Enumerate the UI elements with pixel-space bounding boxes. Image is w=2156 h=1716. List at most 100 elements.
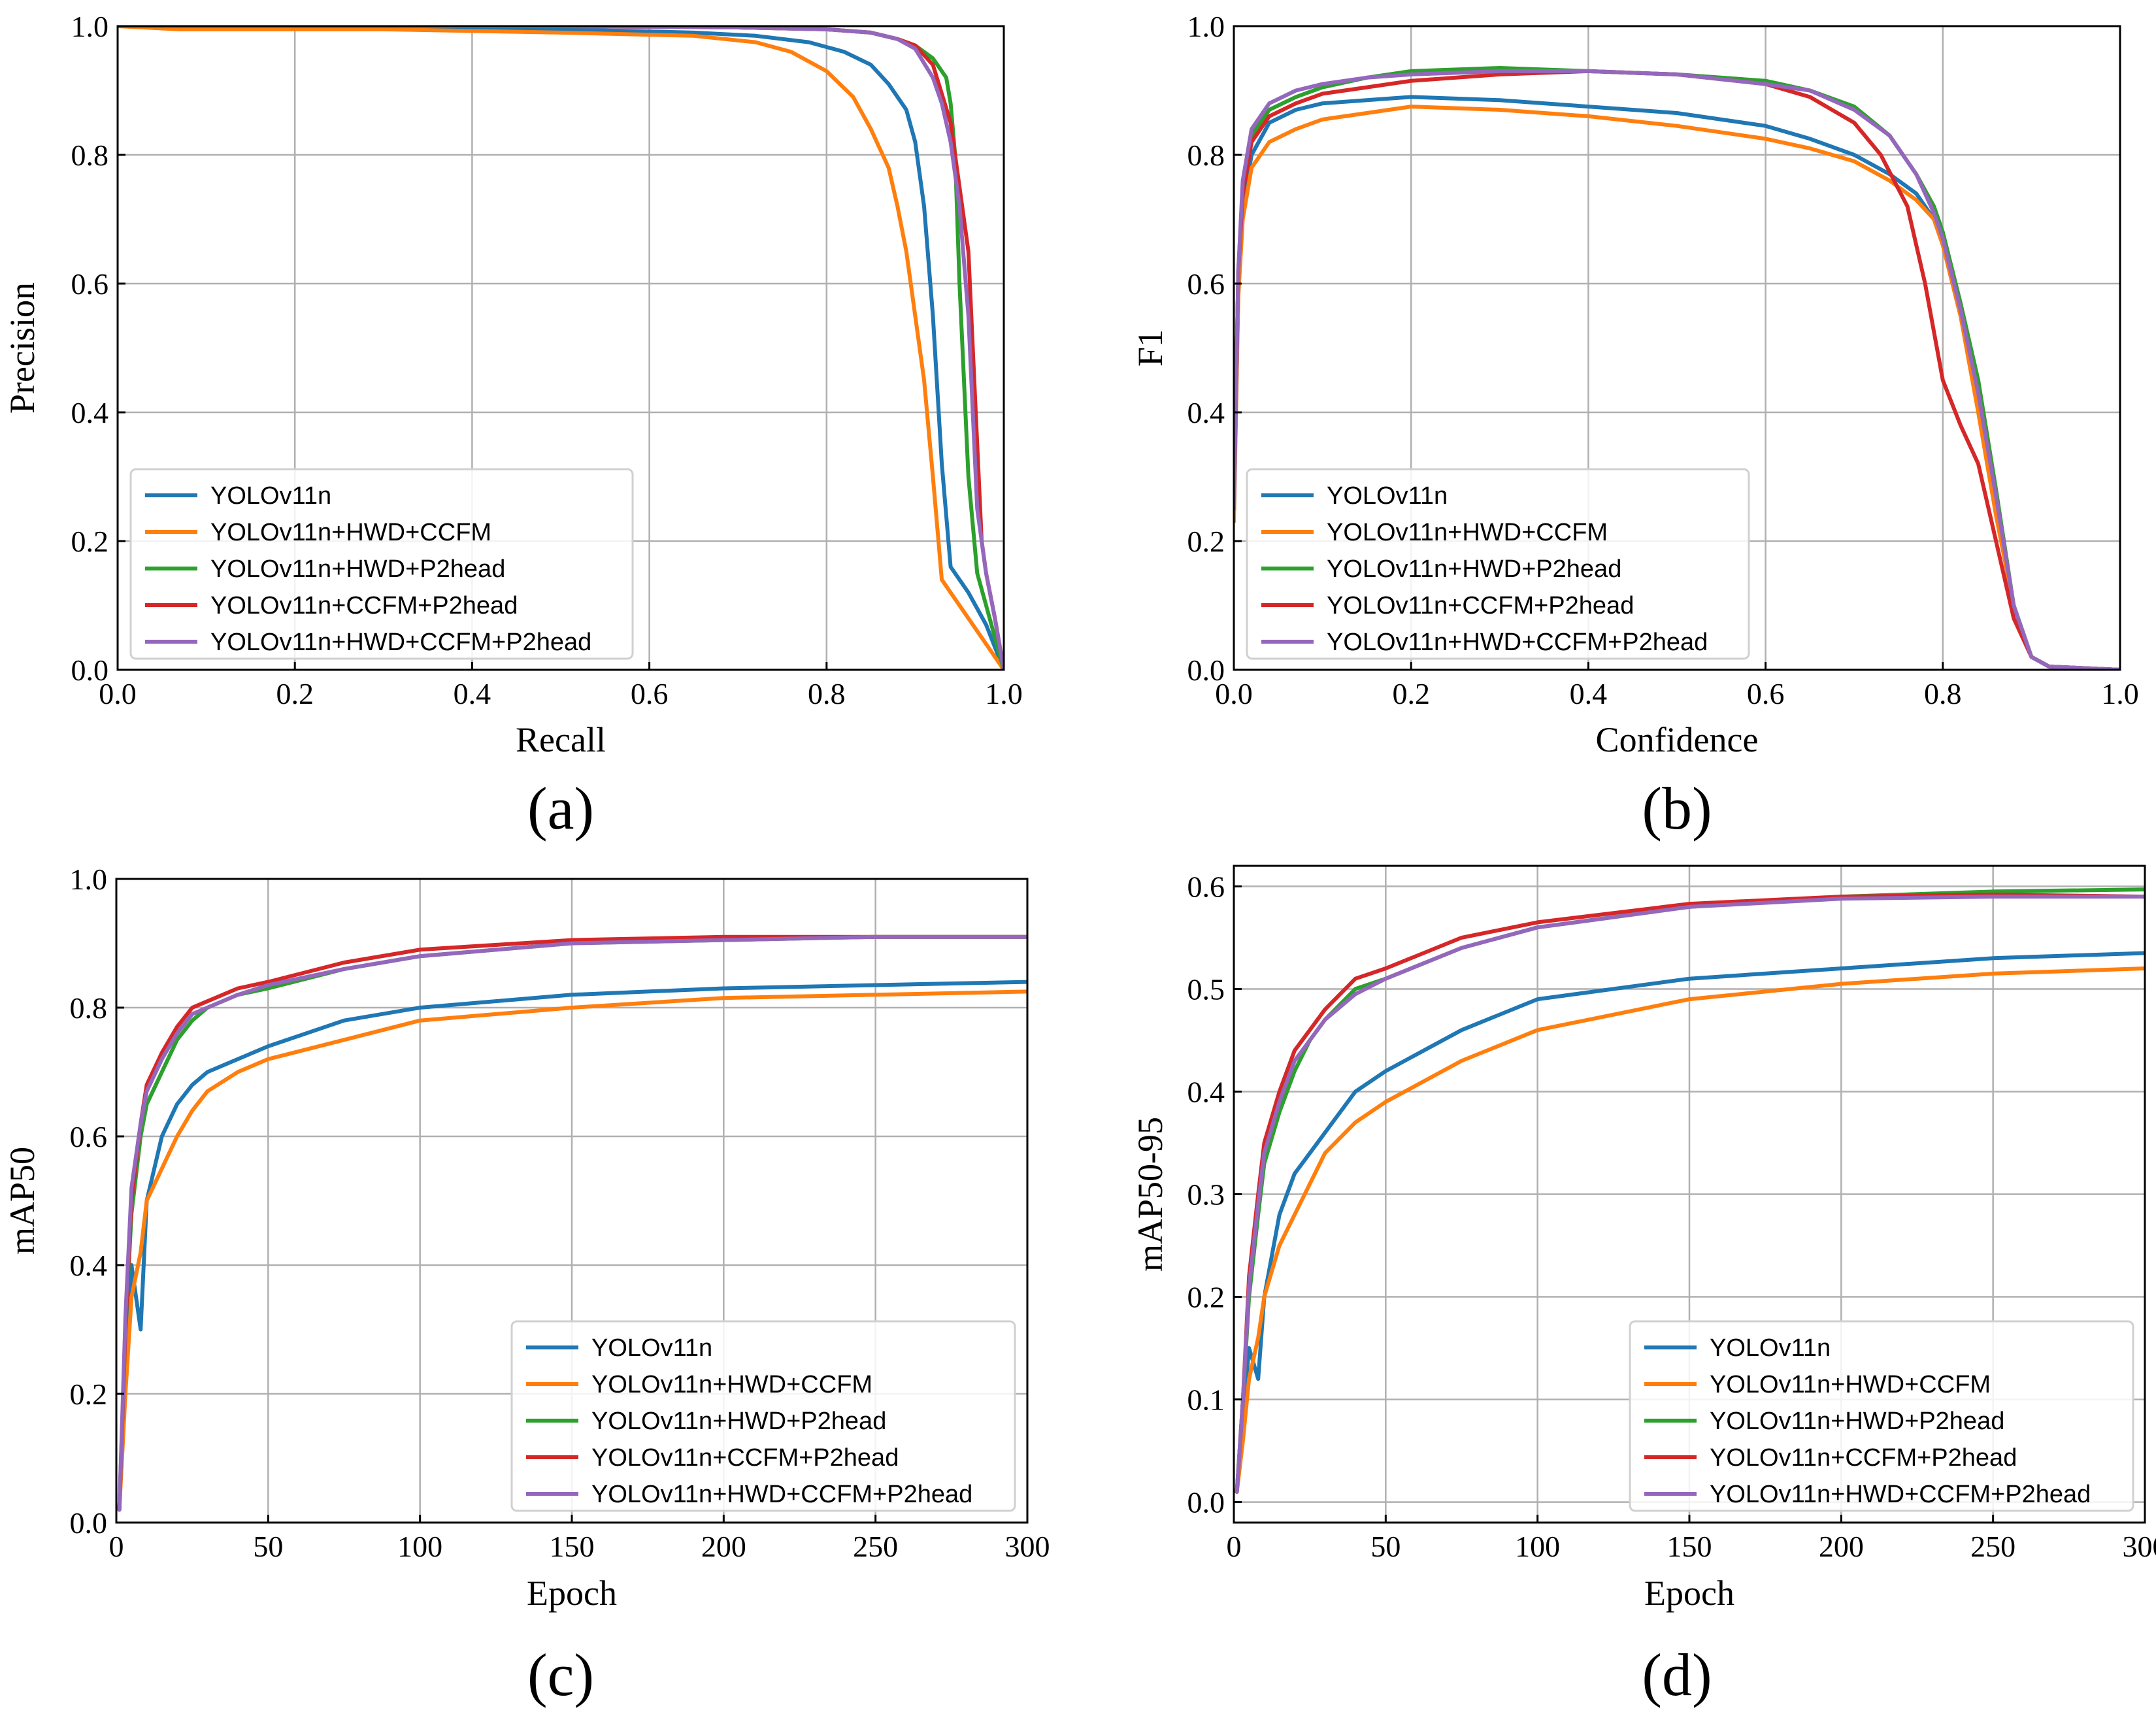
series-line-yolov11n-ccfm-p2head bbox=[1234, 69, 2120, 670]
y-tick-label: 0.4 bbox=[1187, 396, 1225, 429]
x-tick-label: 0.2 bbox=[1392, 677, 1430, 710]
legend-label: YOLOv11n+CCFM+P2head bbox=[210, 592, 518, 619]
legend-label: YOLOv11n+HWD+CCFM bbox=[591, 1371, 872, 1398]
x-tick-label: 200 bbox=[1819, 1530, 1864, 1563]
y-axis-label: mAP50 bbox=[3, 1147, 42, 1255]
legend-label: YOLOv11n+HWD+CCFM+P2head bbox=[1327, 629, 1708, 656]
legend-label: YOLOv11n+HWD+CCFM bbox=[210, 519, 491, 546]
y-tick-label: 1.0 bbox=[1187, 10, 1225, 43]
x-tick-label: 150 bbox=[550, 1530, 595, 1563]
plot-frame bbox=[116, 25, 1005, 671]
x-tick-label: 0.8 bbox=[808, 677, 846, 710]
panel-label: (a) bbox=[527, 775, 594, 842]
x-tick-label: 0.0 bbox=[1215, 677, 1253, 710]
x-tick-label: 250 bbox=[853, 1530, 898, 1563]
legend: YOLOv11n YOLOv11n+HWD+CCFM YOLOv11n+HWD+P2… bbox=[1246, 468, 1750, 660]
plot-frame bbox=[1233, 25, 2121, 671]
y-axis-label: F1 bbox=[1131, 329, 1170, 367]
legend-label: YOLOv11n+HWD+CCFM bbox=[1327, 519, 1608, 546]
x-tick-label: 100 bbox=[397, 1530, 442, 1563]
y-axis-label: mAP50-95 bbox=[1131, 1117, 1170, 1272]
y-tick-label: 0.4 bbox=[1187, 1075, 1225, 1108]
x-tick-label: 150 bbox=[1667, 1530, 1712, 1563]
legend-box bbox=[1629, 1320, 2134, 1512]
x-tick-label: 200 bbox=[701, 1530, 746, 1563]
legend: YOLOv11n YOLOv11n+HWD+CCFM YOLOv11n+HWD+P2… bbox=[510, 1320, 1016, 1512]
series-line-yolov11n-hwd-ccfm bbox=[1234, 105, 2120, 670]
legend-label: YOLOv11n bbox=[1710, 1334, 1831, 1362]
legend: YOLOv11n YOLOv11n+HWD+CCFM YOLOv11n+HWD+P2… bbox=[1629, 1320, 2134, 1512]
panel-a: 0.0 0.2 0.4 0.6 0.8 1.0 0.0 0.2 0.4 0.6 0.8 1.0 Reca… bbox=[3, 10, 1023, 842]
legend-label: YOLOv11n+CCFM+P2head bbox=[591, 1444, 899, 1472]
series-group bbox=[117, 934, 1027, 1512]
y-tick-label: 0.8 bbox=[1187, 139, 1225, 172]
panel-label: (d) bbox=[1642, 1642, 1712, 1708]
legend-label: YOLOv11n+HWD+CCFM+P2head bbox=[1710, 1481, 2091, 1508]
x-tick-label: 1.0 bbox=[985, 677, 1023, 710]
series-line-yolov11n-hwd-ccfm-p2head bbox=[118, 26, 1004, 670]
legend-label: YOLOv11n+CCFM+P2head bbox=[1710, 1444, 2017, 1472]
x-tick-label: 0 bbox=[109, 1530, 124, 1563]
x-tick-label: 0.6 bbox=[1747, 677, 1785, 710]
series-line-yolov11n-hwd-ccfm bbox=[118, 26, 1004, 670]
y-tick-label: 0.5 bbox=[1187, 972, 1225, 1006]
panel-b: 0.0 0.2 0.4 0.6 0.8 1.0 0.0 0.2 0.4 0.6 0.8 1.0 Conf… bbox=[1131, 10, 2139, 842]
x-tick-label: 0.4 bbox=[1570, 677, 1608, 710]
series-line-yolov11n-hwd-ccfm bbox=[117, 989, 1027, 1512]
y-tick-label: 0.1 bbox=[1187, 1383, 1225, 1417]
x-axis-label: Recall bbox=[516, 720, 606, 759]
series-group bbox=[1235, 887, 2145, 1494]
series-group bbox=[1234, 66, 2120, 670]
y-tick-label: 1.0 bbox=[71, 10, 109, 43]
y-tick-label: 0.4 bbox=[71, 396, 109, 429]
y-tick-label: 0.2 bbox=[1187, 525, 1225, 558]
legend-label: YOLOv11n+HWD+CCFM+P2head bbox=[210, 629, 591, 656]
x-tick-label: 50 bbox=[253, 1530, 283, 1563]
panel-label: (c) bbox=[527, 1642, 594, 1708]
legend-label: YOLOv11n bbox=[591, 1334, 712, 1362]
x-tick-label: 0.0 bbox=[99, 677, 137, 710]
y-tick-label: 0.2 bbox=[71, 525, 109, 558]
legend-box bbox=[510, 1320, 1016, 1512]
legend-label: YOLOv11n+HWD+CCFM bbox=[1710, 1371, 1991, 1398]
x-tick-label: 1.0 bbox=[2101, 677, 2139, 710]
legend-label: YOLOv11n+HWD+CCFM+P2head bbox=[591, 1481, 972, 1508]
legend-label: YOLOv11n+HWD+P2head bbox=[1710, 1408, 2004, 1435]
legend-label: YOLOv11n bbox=[1327, 482, 1448, 510]
legend: YOLOv11n YOLOv11n+HWD+CCFM YOLOv11n+HWD+P2… bbox=[129, 468, 634, 660]
legend-label: YOLOv11n+CCFM+P2head bbox=[1327, 592, 1634, 619]
y-tick-label: 0.0 bbox=[1187, 653, 1225, 687]
y-tick-label: 0.8 bbox=[71, 139, 109, 172]
series-group bbox=[118, 26, 1004, 670]
series-line-yolov11n-hwd-ccfm-p2head bbox=[1235, 895, 2145, 1494]
y-tick-label: 0.8 bbox=[70, 991, 108, 1025]
legend-box bbox=[129, 468, 634, 660]
panel-d: 0 50 100 150 200 250 300 0.0 0.1 0.2 0.3 0.4 0.5 0.6 E… bbox=[1131, 865, 2156, 1708]
y-tick-label: 0.2 bbox=[1187, 1281, 1225, 1314]
x-tick-label: 300 bbox=[1005, 1530, 1050, 1563]
legend-label: YOLOv11n bbox=[210, 482, 331, 510]
series-line-yolov11n bbox=[118, 26, 1004, 670]
series-line-yolov11n-hwd-ccfm-p2head bbox=[1234, 69, 2120, 670]
x-tick-label: 100 bbox=[1515, 1530, 1560, 1563]
panel-label: (b) bbox=[1642, 775, 1712, 842]
y-tick-label: 0.6 bbox=[70, 1120, 108, 1153]
y-axis-label: Precision bbox=[3, 282, 42, 414]
x-tick-label: 0.2 bbox=[276, 677, 314, 710]
series-line-yolov11n-hwd-ccfm-p2head bbox=[117, 934, 1027, 1512]
y-tick-label: 0.6 bbox=[1187, 267, 1225, 301]
y-tick-label: 0.3 bbox=[1187, 1178, 1225, 1212]
series-line-yolov11n-hwd-ccfm bbox=[1235, 966, 2145, 1494]
legend-box bbox=[1246, 468, 1750, 660]
x-tick-label: 50 bbox=[1370, 1530, 1401, 1563]
x-axis-label: Epoch bbox=[1644, 1574, 1734, 1613]
legend-label: YOLOv11n+HWD+P2head bbox=[591, 1408, 886, 1435]
x-tick-label: 0.4 bbox=[454, 677, 491, 710]
x-tick-label: 300 bbox=[2123, 1530, 2156, 1563]
y-tick-label: 0.2 bbox=[70, 1378, 108, 1411]
y-tick-label: 1.0 bbox=[70, 863, 108, 896]
y-tick-label: 0.6 bbox=[71, 267, 109, 301]
x-axis-label: Epoch bbox=[527, 1574, 617, 1613]
legend-label: YOLOv11n+HWD+P2head bbox=[210, 555, 505, 583]
